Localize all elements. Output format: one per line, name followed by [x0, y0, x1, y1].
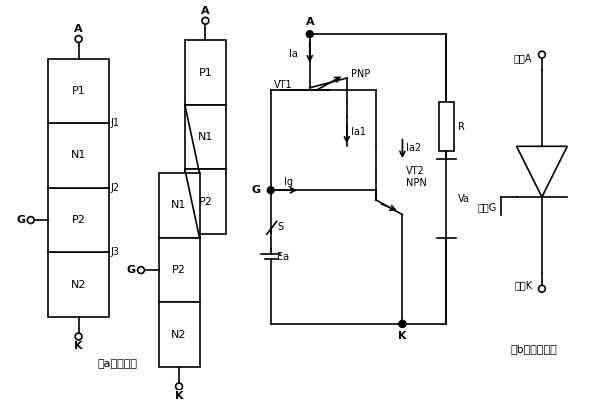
Circle shape [539, 285, 545, 292]
Text: N1: N1 [197, 132, 213, 142]
Text: A: A [201, 6, 209, 16]
Bar [158, 302, 200, 367]
Text: G: G [127, 265, 136, 275]
Bar [49, 123, 109, 188]
Text: R: R [458, 122, 465, 132]
Circle shape [268, 187, 274, 194]
Text: G: G [16, 215, 26, 225]
Text: （a）等效图: （a）等效图 [98, 359, 137, 369]
Text: N1: N1 [172, 200, 187, 210]
Bar [49, 252, 109, 317]
Text: P2: P2 [199, 197, 212, 207]
Text: Va: Va [458, 194, 470, 204]
Bar [158, 173, 200, 238]
Text: Ig: Ig [284, 178, 293, 188]
Bar [439, 102, 454, 151]
Bar [49, 58, 109, 123]
Text: A: A [305, 18, 314, 28]
Text: P2: P2 [172, 265, 186, 275]
Text: P1: P1 [71, 86, 85, 96]
Circle shape [539, 51, 545, 58]
Circle shape [202, 17, 209, 24]
Circle shape [75, 333, 82, 340]
Text: N2: N2 [171, 330, 187, 340]
Text: Ea: Ea [277, 252, 289, 262]
Text: Ia: Ia [289, 49, 298, 59]
Text: 门极G: 门极G [478, 202, 497, 212]
Text: N1: N1 [71, 150, 86, 160]
Bar [158, 238, 200, 302]
Text: K: K [398, 330, 407, 340]
Text: 阴极K: 阴极K [514, 280, 532, 290]
Circle shape [399, 320, 406, 327]
Text: Ia2: Ia2 [406, 143, 421, 153]
Bar [185, 40, 226, 105]
Circle shape [75, 36, 82, 42]
Circle shape [28, 217, 34, 224]
Text: VT1: VT1 [274, 80, 292, 90]
Circle shape [176, 383, 182, 390]
Text: N2: N2 [71, 280, 86, 290]
Text: NPN: NPN [406, 178, 427, 188]
Text: A: A [74, 24, 83, 34]
Text: S: S [278, 222, 284, 232]
Circle shape [137, 267, 145, 274]
Text: P2: P2 [71, 215, 86, 225]
Text: K: K [175, 391, 183, 400]
Text: Ia1: Ia1 [351, 127, 366, 137]
Text: J1: J1 [111, 118, 120, 128]
Circle shape [399, 320, 406, 327]
Bar [185, 105, 226, 170]
Circle shape [307, 31, 313, 38]
Text: G: G [252, 185, 261, 195]
Bar [49, 188, 109, 252]
Text: J2: J2 [111, 183, 120, 193]
Text: PNP: PNP [351, 69, 370, 79]
Bar [185, 170, 226, 234]
Text: （b）电路符号: （b）电路符号 [511, 344, 557, 354]
Text: VT2: VT2 [406, 166, 425, 176]
Text: 阳极A: 阳极A [514, 54, 532, 64]
Text: K: K [74, 341, 83, 351]
Text: P1: P1 [199, 68, 212, 78]
Text: J3: J3 [111, 248, 120, 258]
